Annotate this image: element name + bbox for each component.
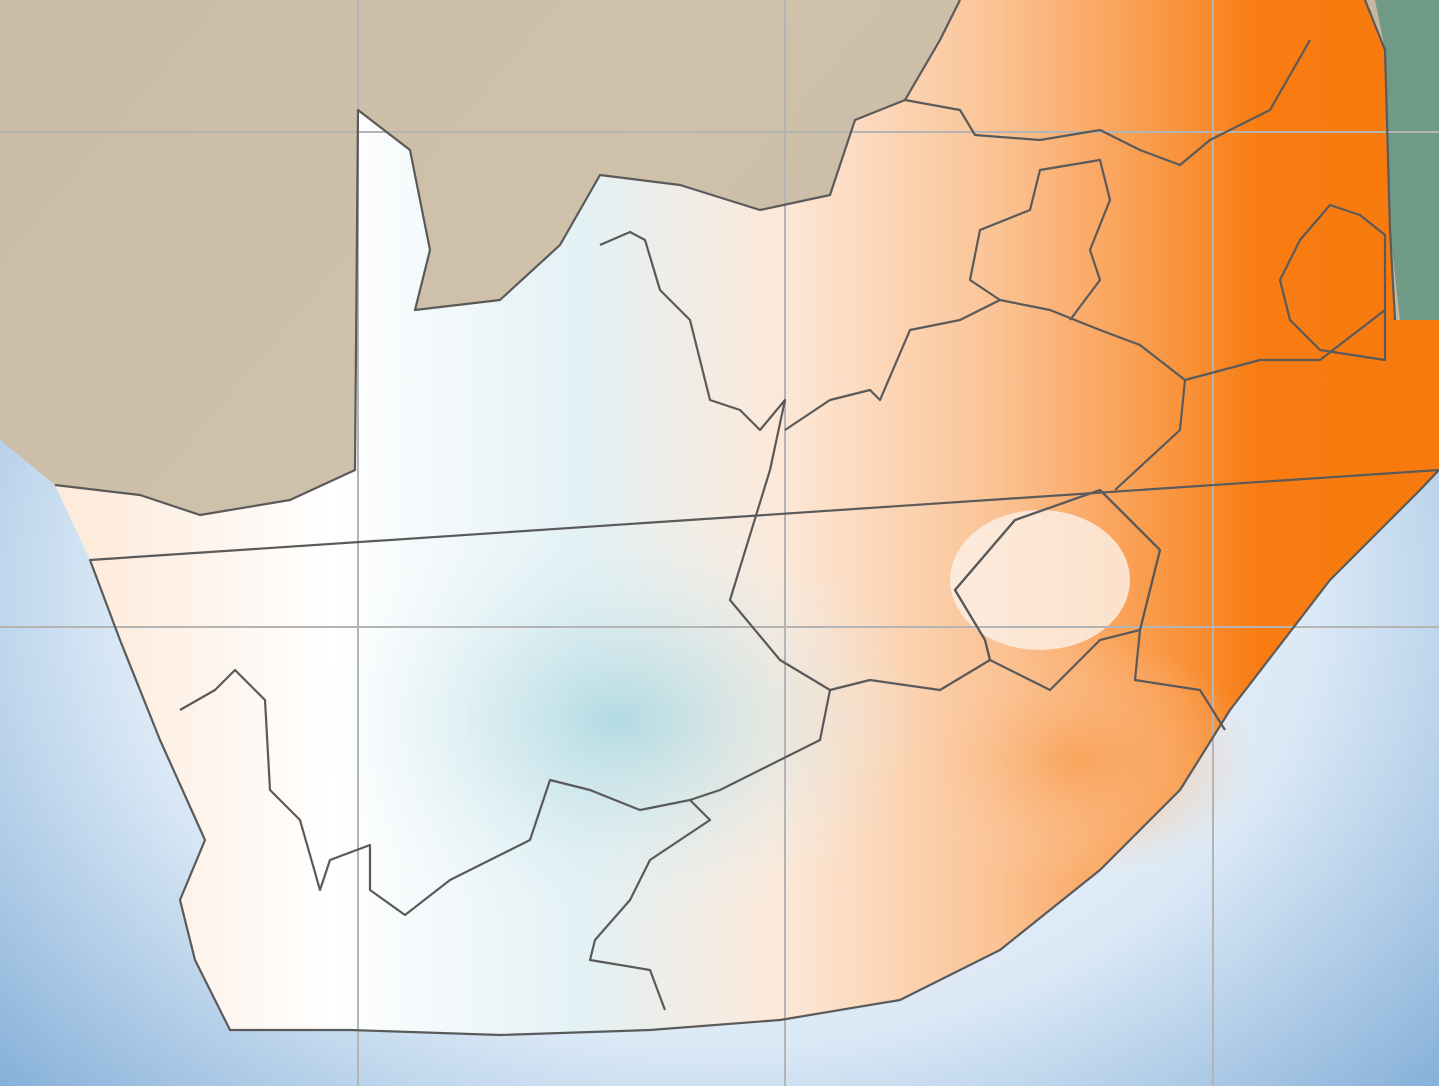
land — [0, 0, 1439, 515]
province-border — [588, 799, 712, 1011]
lesotho-fill — [950, 510, 1130, 650]
province-border — [179, 668, 832, 917]
province-border — [1184, 309, 1386, 382]
lesotho-border — [953, 488, 1162, 692]
province-border — [904, 39, 1311, 167]
eswatini-border — [1278, 203, 1387, 362]
warm-anomaly — [900, 640, 1260, 880]
province-border — [968, 158, 1112, 321]
cool-anomaly — [320, 510, 920, 930]
country-border — [54, 0, 1439, 1037]
mozambique — [1375, 0, 1439, 320]
